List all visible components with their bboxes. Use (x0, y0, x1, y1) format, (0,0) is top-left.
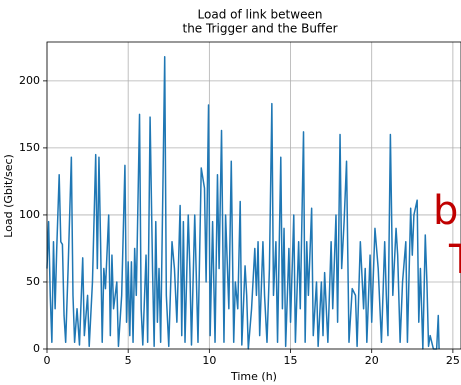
annotation: b (433, 188, 458, 234)
x-tick-label: 25 (446, 354, 460, 367)
x-tick-label: 0 (44, 354, 51, 367)
y-tick-label: 0 (33, 342, 40, 355)
x-tick-label: 10 (202, 354, 216, 367)
y-axis-label: Load (Gbit/sec) (2, 154, 15, 238)
y-tick-label: 100 (19, 208, 40, 221)
chart-title: the Trigger and the Buffer (182, 22, 337, 36)
x-axis-label: Time (h) (230, 370, 277, 383)
x-tick-label: 20 (365, 354, 379, 367)
plot-frame (46, 41, 461, 350)
annotation: T (448, 237, 461, 283)
y-tick-label: 50 (26, 275, 40, 288)
x-tick-label: 15 (284, 354, 298, 367)
y-tick-label: 200 (19, 74, 40, 87)
y-tick-label: 150 (19, 141, 40, 154)
chart-title: Load of link between (198, 8, 323, 22)
data-line (46, 56, 440, 350)
x-tick-label: 5 (125, 354, 132, 367)
